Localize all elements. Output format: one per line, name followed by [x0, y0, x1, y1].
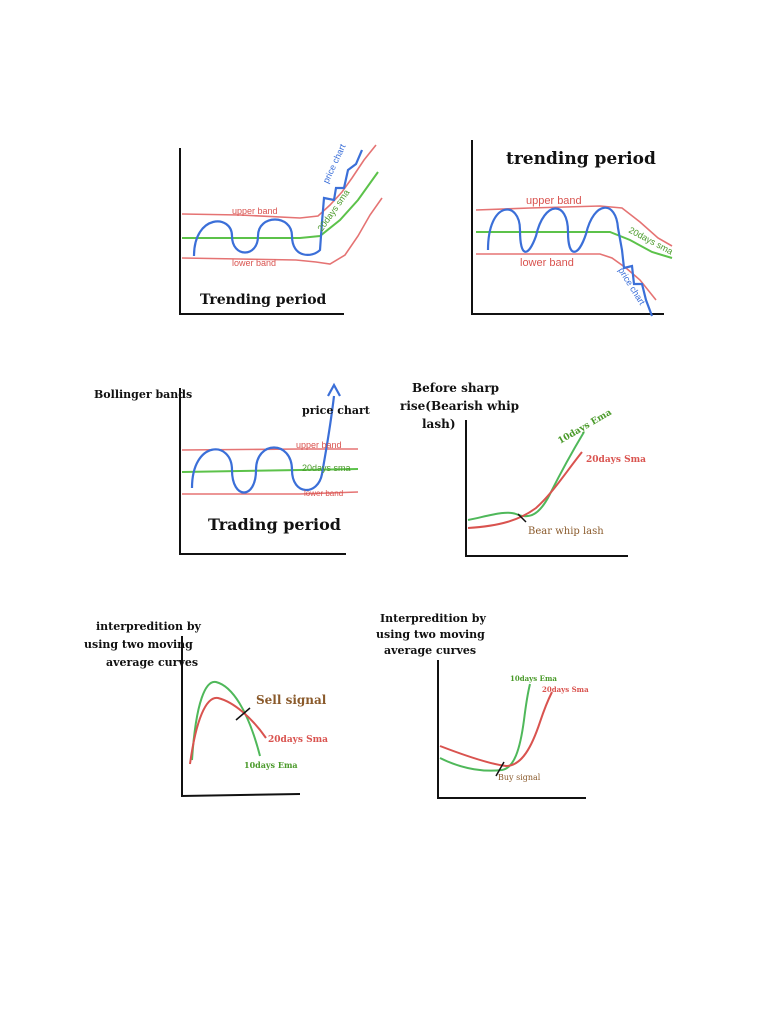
price-line — [190, 395, 336, 494]
axis — [179, 388, 346, 555]
axis — [181, 636, 301, 798]
signal-label: Buy signal — [498, 773, 541, 782]
sma-line — [439, 691, 553, 768]
title-line-2: using two moving — [84, 638, 193, 651]
title-line-2: using two moving — [376, 628, 485, 641]
price-line — [192, 149, 364, 257]
caption: Trending period — [200, 292, 327, 308]
price-line — [486, 206, 654, 317]
title-line-1: Before sharp — [412, 381, 499, 395]
lower-band-line — [476, 253, 657, 301]
lower-band-line — [181, 197, 383, 265]
panel-sell-signal: interpredition by using two moving avera… — [84, 620, 328, 798]
sma-label: 20days sma — [302, 463, 351, 473]
panel-trending-period-down: trending period upper band lower band 20… — [471, 140, 675, 317]
panel-trading-period: Bollinger bands price chart upper band 2… — [94, 382, 371, 555]
ema-line — [191, 680, 261, 761]
ema-line — [439, 683, 531, 772]
caption: Trading period — [208, 515, 341, 534]
lower-band-label: lower band — [520, 257, 574, 269]
ema-label: 10days Ema — [244, 760, 298, 770]
sma-line — [467, 451, 583, 529]
title-line-1: Interpredition by — [380, 612, 486, 625]
lower-band-label: lower band — [232, 258, 276, 268]
lower-band-label: lower band — [304, 489, 343, 498]
cross-marker — [495, 761, 505, 777]
sma-line — [189, 696, 267, 765]
title-line-1: interpredition by — [96, 620, 202, 633]
sma-label: 20days Sma — [542, 685, 589, 694]
ema-label: 10days Ema — [557, 408, 614, 447]
axis — [471, 140, 664, 315]
upper-band-label: upper band — [296, 440, 342, 450]
panel-bearish-whip-lash: Before sharp rise(Bearish whip lash) 10d… — [400, 381, 646, 557]
upper-band-label: upper band — [526, 195, 582, 207]
price-chart-label: price chart — [302, 404, 371, 417]
upper-band-line — [475, 205, 673, 247]
title-line-2: rise(Bearish whip — [400, 399, 519, 413]
title-line-3: average curves — [384, 644, 476, 657]
panel-title: trending period — [506, 149, 656, 169]
axis — [437, 660, 586, 799]
price-chart-label: price chart — [321, 142, 348, 185]
ema-label: 10days Ema — [510, 674, 557, 683]
upper-band-label: upper band — [232, 206, 278, 216]
sma-label: 20days Sma — [586, 455, 646, 465]
lower-band-line — [182, 491, 359, 495]
upper-band-line — [181, 144, 377, 219]
panel-trending-period-up: upper band lower band 20days sma price c… — [179, 142, 383, 315]
note: Bear whip lash — [528, 526, 604, 537]
title-line-3: lash) — [422, 417, 456, 431]
whip-lash-marker — [517, 513, 527, 523]
side-title: Bollinger bands — [94, 388, 192, 401]
title-line-3: average curves — [106, 656, 198, 669]
arrow-head-icon — [327, 382, 341, 397]
ema-line — [467, 431, 585, 521]
signal-label: Sell signal — [256, 693, 327, 707]
axis — [465, 420, 628, 557]
sma-line — [181, 468, 359, 473]
panel-buy-signal: Interpredition by using two moving avera… — [376, 612, 589, 799]
sma-label: 20days Sma — [268, 735, 328, 745]
axis — [179, 148, 344, 315]
cross-marker — [235, 707, 251, 721]
